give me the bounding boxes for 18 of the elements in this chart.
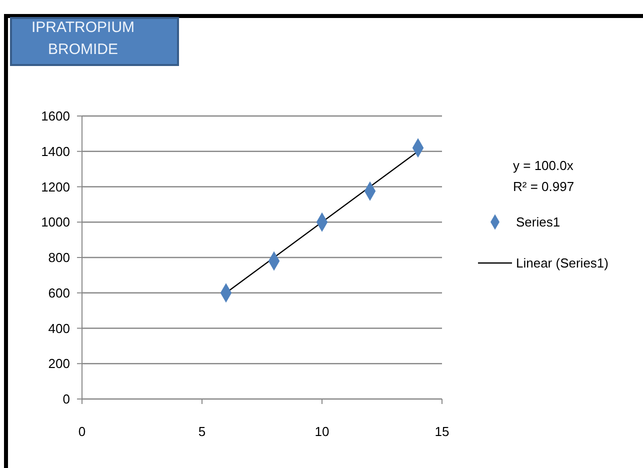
text: y = 100.0x (513, 158, 574, 173)
x-tick-label: 5 (198, 424, 206, 439)
y-tick-label: 1200 (41, 179, 70, 194)
y-tick-label: 0 (62, 392, 70, 407)
y-tick-label: 1600 (41, 108, 70, 124)
y-tick-label: 400 (48, 320, 70, 336)
legend-label: Series1 (516, 214, 560, 230)
x-tick-label: 0 (78, 424, 86, 439)
chart-title: IPRATROPIUM BROMIDE (31, 19, 135, 58)
x-tick-label: 15 (434, 424, 450, 439)
y-tick-label: 200 (48, 356, 70, 372)
y-tick-label: 1400 (41, 144, 70, 159)
x-tick-label: 10 (314, 424, 330, 439)
y-tick-label: 1000 (41, 214, 70, 230)
legend-label: Linear (Series1) (516, 256, 608, 271)
text: R² = 0.997 (513, 179, 574, 194)
y-tick-label: 800 (48, 250, 70, 266)
y-tick-label: 600 (48, 285, 70, 300)
